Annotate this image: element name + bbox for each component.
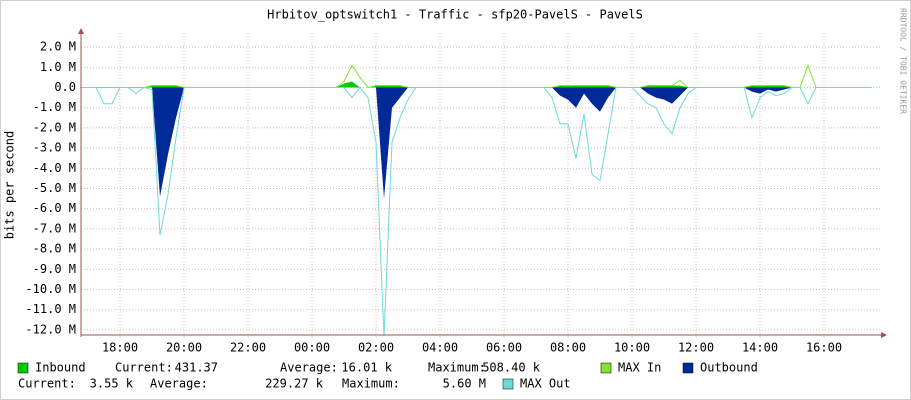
x-tick-label: 16:00 [806, 341, 842, 355]
watermark: RRDTOOL / TOBI OETIKER [899, 8, 908, 114]
y-tick-label: -9.0 M [33, 262, 76, 276]
y-axis-arrow [78, 28, 84, 34]
x-tick-label: 04:00 [422, 341, 458, 355]
y-tick-label: -4.0 M [33, 161, 76, 175]
legend-stat-label: Maximum: [342, 377, 400, 391]
x-tick-label: 02:00 [358, 341, 394, 355]
legend-stat-label: Maximum: [428, 361, 486, 375]
x-tick-label: 08:00 [550, 341, 586, 355]
legend-stat-label: Current: [18, 377, 76, 391]
y-tick-label: -10.0 M [25, 282, 76, 296]
x-tick-label: 14:00 [742, 341, 778, 355]
legend-stat-label: Average: [150, 377, 208, 391]
legend-swatch [502, 378, 514, 390]
legend-stat-value: 5.60 M [443, 377, 486, 391]
legend-swatch [682, 362, 694, 374]
y-tick-label: -1.0 M [33, 100, 76, 114]
y-tick-label: -6.0 M [33, 201, 76, 215]
legend-label: MAX Out [520, 377, 571, 391]
y-tick-label: -12.0 M [25, 322, 76, 336]
y-tick-label: -11.0 M [25, 302, 76, 316]
legend-label: MAX In [618, 361, 661, 375]
area [80, 81, 872, 88]
legend-stat-value: 3.55 k [90, 377, 134, 391]
y-tick-label: 2.0 M [40, 40, 76, 54]
y-tick-label: -3.0 M [33, 141, 76, 155]
y-tick-label: -7.0 M [33, 221, 76, 235]
legend-stat-value: 16.01 k [341, 361, 392, 375]
x-tick-label: 00:00 [294, 341, 330, 355]
legend-swatch [600, 362, 612, 374]
legend-label: Outbound [700, 361, 758, 375]
x-tick-label: 18:00 [102, 341, 138, 355]
area [80, 87, 872, 199]
y-tick-label: -5.0 M [33, 181, 76, 195]
x-tick-label: 20:00 [166, 341, 202, 355]
x-tick-label: 10:00 [614, 341, 650, 355]
y-tick-label: -8.0 M [33, 242, 76, 256]
legend-stat-label: Average: [280, 361, 338, 375]
x-tick-label: 22:00 [230, 341, 266, 355]
legend-stat-value: 431.37 [175, 361, 218, 375]
legend-stat-value: 508.40 k [482, 361, 541, 375]
y-tick-label: 1.0 M [40, 60, 76, 74]
plot-area [81, 33, 881, 337]
legend-stat-label: Current: [115, 361, 173, 375]
x-tick-label: 06:00 [486, 341, 522, 355]
y-tick-label: 0.0 [54, 80, 76, 94]
legend-stat-value: 229.27 k [265, 377, 324, 391]
legend-label: Inbound [35, 361, 86, 375]
y-tick-label: -2.0 M [33, 120, 76, 134]
line [80, 86, 872, 337]
x-axis-arrow [881, 332, 887, 338]
x-tick-label: 12:00 [678, 341, 714, 355]
legend-swatch [17, 362, 29, 374]
y-axis-label: bits per second [3, 131, 17, 239]
chart-title: Hrbitov_optswitch1 - Traffic - sfp20-Pav… [267, 8, 643, 22]
